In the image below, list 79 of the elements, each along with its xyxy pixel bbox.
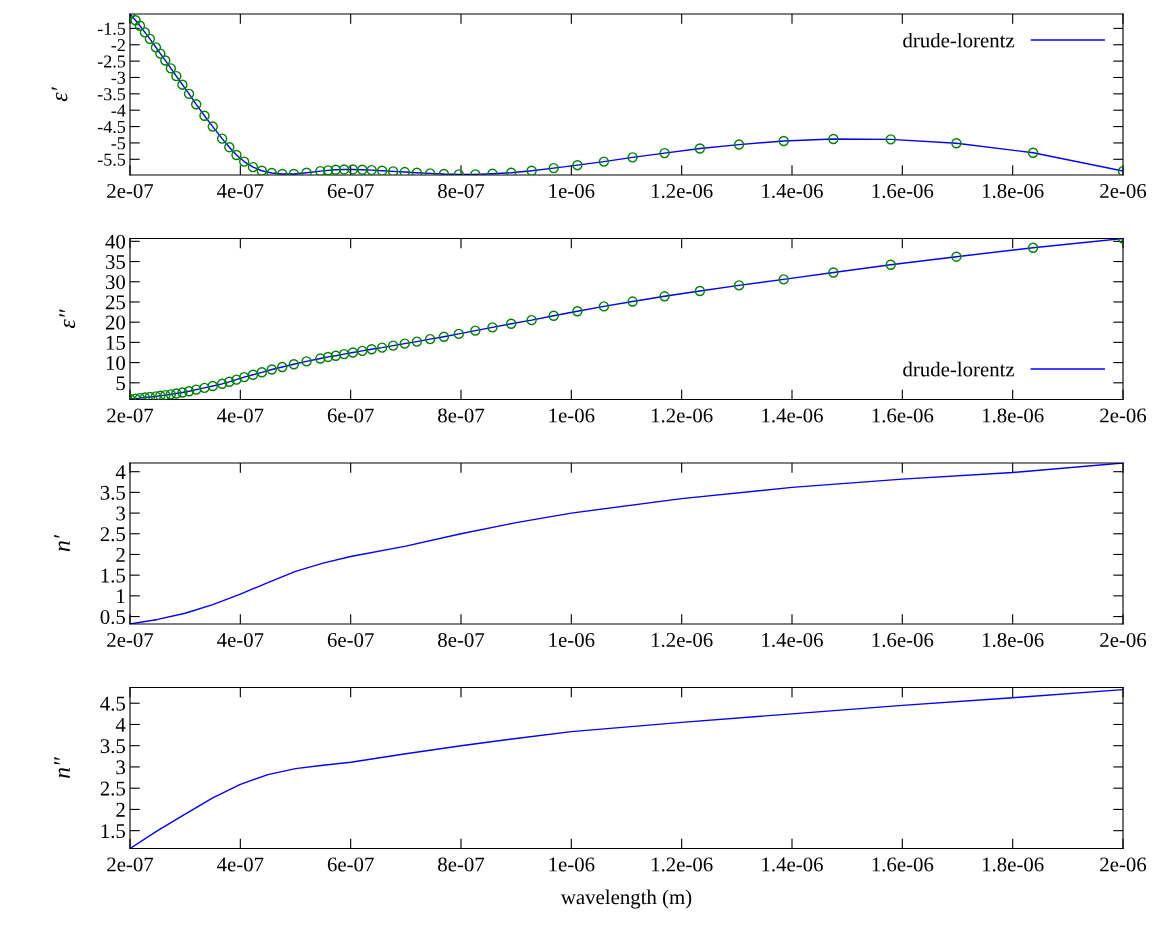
x-tick-label: 1e-06 (549, 632, 595, 647)
x-tick-label: 1.8e-06 (982, 632, 1044, 648)
y-tick-label: -2.5 (97, 55, 126, 68)
y-tick-label: -5.5 (97, 153, 126, 166)
x-tick-label: 1.8e-06 (982, 183, 1044, 199)
x-tick-label: 4e-07 (217, 632, 264, 647)
y-tick-label: 30 (106, 275, 126, 290)
y-tick-label: 3 (116, 506, 126, 521)
x-tick-label: 1.6e-06 (872, 183, 934, 199)
x-tick-label: 2e-06 (1100, 857, 1147, 872)
x-tick-label: 2e-07 (107, 857, 154, 872)
x-tick-label: 8e-07 (438, 408, 485, 423)
y-tick-label: 25 (105, 295, 126, 310)
x-tick-label: 2e-07 (107, 408, 154, 423)
y-tick-label: 1.5 (101, 824, 126, 839)
x-tick-label: 1e-06 (549, 183, 595, 198)
x-tick-label: 1.4e-06 (762, 857, 823, 872)
x-tick-label: 1.6e-06 (872, 632, 934, 648)
x-tick-label: 6e-07 (327, 408, 374, 423)
x-tick-label: 8e-07 (438, 632, 485, 647)
y-tick-label: 4.5 (100, 696, 126, 711)
y-tick-label: -2 (111, 39, 125, 52)
y-tick-label: 35 (106, 254, 126, 269)
x-tick-label: 1.8e-06 (982, 408, 1044, 423)
y-tick-label: 4 (115, 717, 126, 732)
x-tick-label: 4e-07 (217, 857, 264, 872)
y-tick-label: 2.5 (100, 781, 126, 796)
y-tick-label: 20 (105, 315, 126, 330)
x-tick-label: 1e-06 (549, 857, 595, 872)
x-tick-label: 8e-07 (438, 857, 485, 872)
x-tick-label: 2e-07 (107, 632, 154, 647)
legend-label: drude-lorentz (903, 32, 1015, 48)
y-tick-label: -1.5 (97, 22, 126, 35)
y-tick-label: 3.5 (100, 739, 126, 754)
y-tick-label: 3 (116, 760, 126, 775)
y-tick-label: -3 (111, 71, 126, 84)
legend-label: drude-lorentz (903, 361, 1015, 377)
x-tick-label: 1.2e-06 (651, 632, 713, 648)
y-tick-label: -4 (111, 104, 126, 117)
x-axis-title: wavelength (m) (560, 889, 692, 909)
x-tick-label: 1.2e-06 (651, 408, 713, 423)
y-tick-label: 40 (105, 234, 126, 249)
y-tick-label: 5 (116, 376, 126, 391)
y-tick-label: 1 (117, 589, 125, 604)
y-tick-label: 2 (116, 802, 125, 817)
x-tick-label: 2e-07 (107, 183, 154, 198)
y-tick-label: 2 (116, 547, 125, 562)
x-tick-label: 2e-06 (1100, 632, 1147, 647)
x-tick-label: 4e-07 (217, 408, 264, 423)
x-tick-label: 1.2e-06 (651, 183, 713, 199)
y-tick-label: 1.5 (101, 568, 126, 583)
x-tick-label: 1.6e-06 (872, 857, 934, 872)
x-tick-label: 1.4e-06 (762, 408, 823, 423)
x-tick-label: 8e-07 (438, 183, 485, 198)
x-tick-label: 1.6e-06 (872, 408, 934, 423)
y-tick-label: 10 (106, 355, 126, 371)
x-tick-label: 1.4e-06 (762, 632, 823, 648)
y-tick-label: 3.5 (100, 485, 126, 500)
y-axis-title: n″ (54, 756, 70, 778)
y-tick-label: -3.5 (97, 88, 126, 101)
x-tick-label: 1e-06 (549, 408, 595, 423)
y-tick-label: 2.5 (100, 527, 126, 542)
y-axis-title: ε′ (51, 86, 68, 102)
x-tick-label: 4e-07 (217, 183, 264, 198)
x-tick-label: 2e-06 (1100, 183, 1147, 198)
x-tick-label: 2e-06 (1100, 408, 1147, 423)
x-tick-label: 1.8e-06 (982, 857, 1044, 872)
x-tick-label: 1.2e-06 (651, 857, 713, 872)
x-tick-label: 6e-07 (327, 857, 374, 872)
y-tick-label: 15 (106, 335, 126, 350)
y-axis-title: ε″ (59, 309, 76, 329)
x-tick-label: 6e-07 (327, 183, 374, 198)
y-tick-label: -5 (111, 137, 126, 150)
y-tick-label: 0.5 (100, 609, 126, 625)
x-tick-label: 6e-07 (327, 632, 374, 647)
y-tick-label: 4 (115, 465, 126, 479)
y-axis-title: n′ (54, 534, 70, 552)
x-tick-label: 1.4e-06 (762, 183, 823, 199)
y-tick-label: -4.5 (97, 120, 126, 134)
